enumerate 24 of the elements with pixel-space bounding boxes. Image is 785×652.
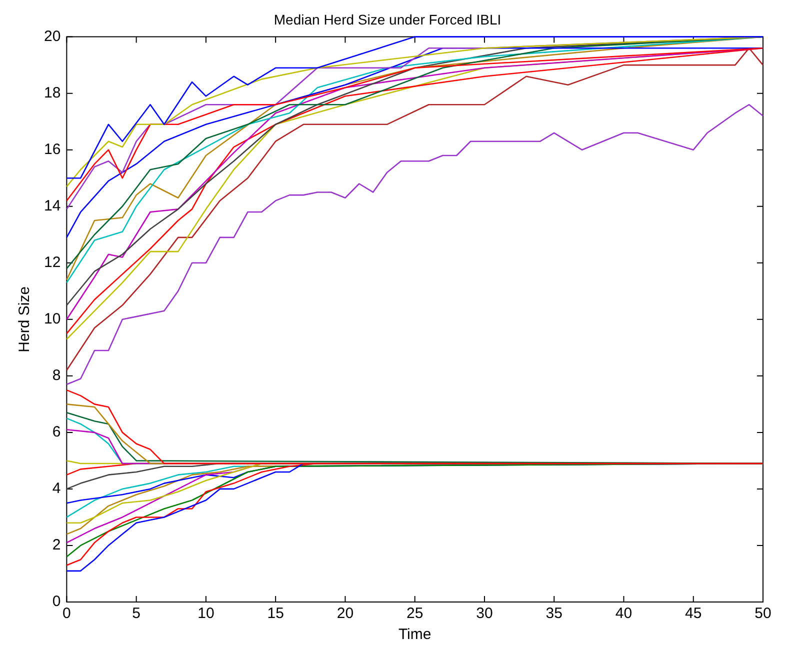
y-tick-label: 0: [52, 593, 61, 610]
x-tick-label: 40: [615, 605, 632, 622]
x-tick-label: 45: [685, 605, 702, 622]
x-tick-label: 20: [336, 605, 354, 622]
y-tick-label: 8: [52, 367, 61, 384]
x-tick-label: 10: [198, 605, 214, 622]
y-tick-label: 12: [44, 254, 61, 272]
y-tick-label: 10: [44, 310, 61, 328]
y-tick-label: 18: [44, 84, 61, 102]
x-tick-label: 5: [132, 605, 140, 622]
y-tick-label: 14: [44, 198, 61, 214]
y-tick-label: 2: [52, 536, 61, 554]
x-tick-label: 50: [754, 605, 772, 622]
x-tick-label: 15: [267, 605, 284, 622]
y-tick-label: 6: [52, 424, 61, 441]
x-tick-label: 35: [546, 605, 562, 622]
y-tick-label: 4: [52, 480, 61, 498]
y-tick-label: 16: [44, 140, 61, 158]
x-tick-label: 30: [476, 605, 493, 622]
x-tick-label: 25: [406, 605, 424, 622]
x-axis-title: Time: [398, 626, 432, 644]
y-axis-title: Herd Size: [16, 286, 34, 352]
y-tick-label: 20: [44, 28, 61, 45]
chart-title: Median Herd Size under Forced IBLI: [274, 11, 502, 28]
